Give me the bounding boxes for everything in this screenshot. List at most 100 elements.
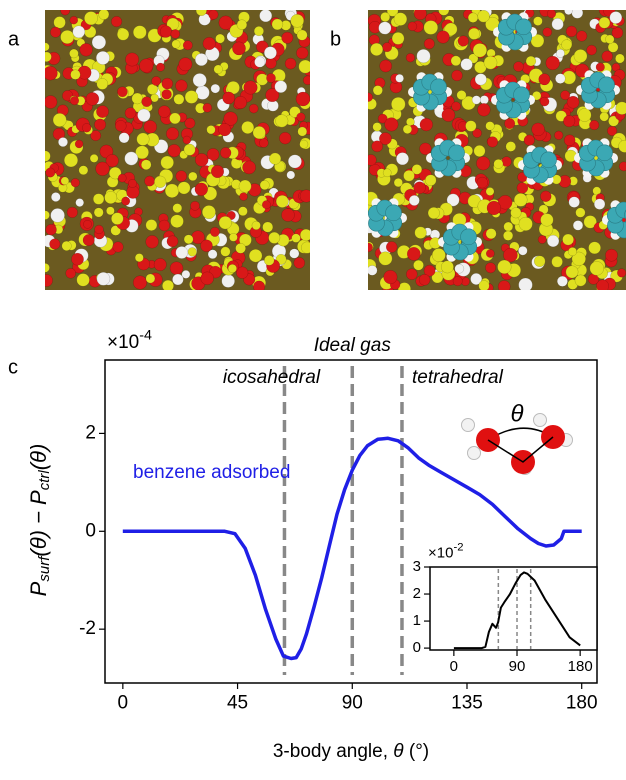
atom [82,234,95,247]
atom [242,160,256,175]
atom [368,154,377,166]
atom [188,171,198,182]
atom [105,154,119,168]
atom [423,38,435,50]
atom [565,265,579,279]
atom [137,108,151,122]
atom [601,50,613,62]
atom [162,279,174,290]
atom [132,25,147,40]
atom [45,95,58,109]
atom [608,115,620,127]
atom [503,247,518,263]
atom [95,50,110,65]
atom [287,154,302,169]
atom [118,132,130,144]
atom [232,41,246,56]
atom [598,16,611,29]
atom [116,28,130,41]
atom [229,232,238,242]
atom [279,132,292,145]
atom [259,138,269,148]
series-label: benzene adsorbed [133,462,290,483]
atom [183,234,194,245]
atom [206,125,216,135]
atom [95,161,110,176]
atom [194,182,208,196]
atom [431,248,446,263]
atom [45,262,50,273]
atom [45,150,51,162]
atom [175,246,189,259]
atom [63,153,79,168]
atom [414,226,427,239]
atom [223,111,238,126]
y-axis-label-part: (θ) [26,444,51,471]
atom [561,39,573,51]
x-tick-label: 0 [450,658,458,675]
atom [178,57,193,72]
atom [296,29,308,41]
atom [96,105,109,118]
atom [493,158,504,169]
axis-multiplier: ×10-4 [107,327,152,353]
atom [65,268,76,279]
atom [235,242,246,254]
atom [497,280,511,290]
atom [396,152,409,166]
atom [386,10,399,17]
atom [440,260,454,274]
atom [153,258,167,272]
atom [111,212,124,225]
carbon [460,228,477,246]
atom [170,29,181,39]
atom [503,230,514,241]
atom [106,206,115,216]
atom [438,10,450,16]
atom [261,200,271,210]
atom [281,208,295,222]
carbon [515,18,532,36]
atom [104,191,118,204]
atom [485,121,495,131]
atom [424,174,437,186]
atom [299,228,310,242]
panel-label: b [330,28,341,50]
atom [256,73,269,86]
atom [184,90,199,104]
atom [190,200,200,211]
x-tick-label: 180 [566,692,598,713]
x-tick-label: 90 [509,658,526,675]
atom [478,280,490,290]
atom [571,251,586,266]
atom [583,215,597,229]
atom [423,20,439,35]
atom [45,51,52,62]
atom [236,266,249,279]
atom [241,121,255,134]
atom [397,282,411,290]
atom [128,179,137,188]
atom [479,95,489,105]
atom [66,206,78,218]
reference-label: tetrahedral [412,367,504,388]
carbon [598,76,615,94]
atom [61,240,72,251]
y-axis-label-part: surf [36,555,53,582]
atom [209,226,220,237]
atom [485,187,495,196]
atom [92,193,105,205]
atom [218,216,232,230]
atom [227,263,237,274]
atom [70,69,81,80]
atom [531,122,545,137]
atom [605,34,615,44]
y-tick-label: -2 [79,618,96,639]
atom [472,43,488,58]
atom [565,25,578,38]
atom [233,95,248,110]
atom [393,12,408,26]
x-axis-label-part: (°) [404,741,430,762]
atom [546,234,560,248]
